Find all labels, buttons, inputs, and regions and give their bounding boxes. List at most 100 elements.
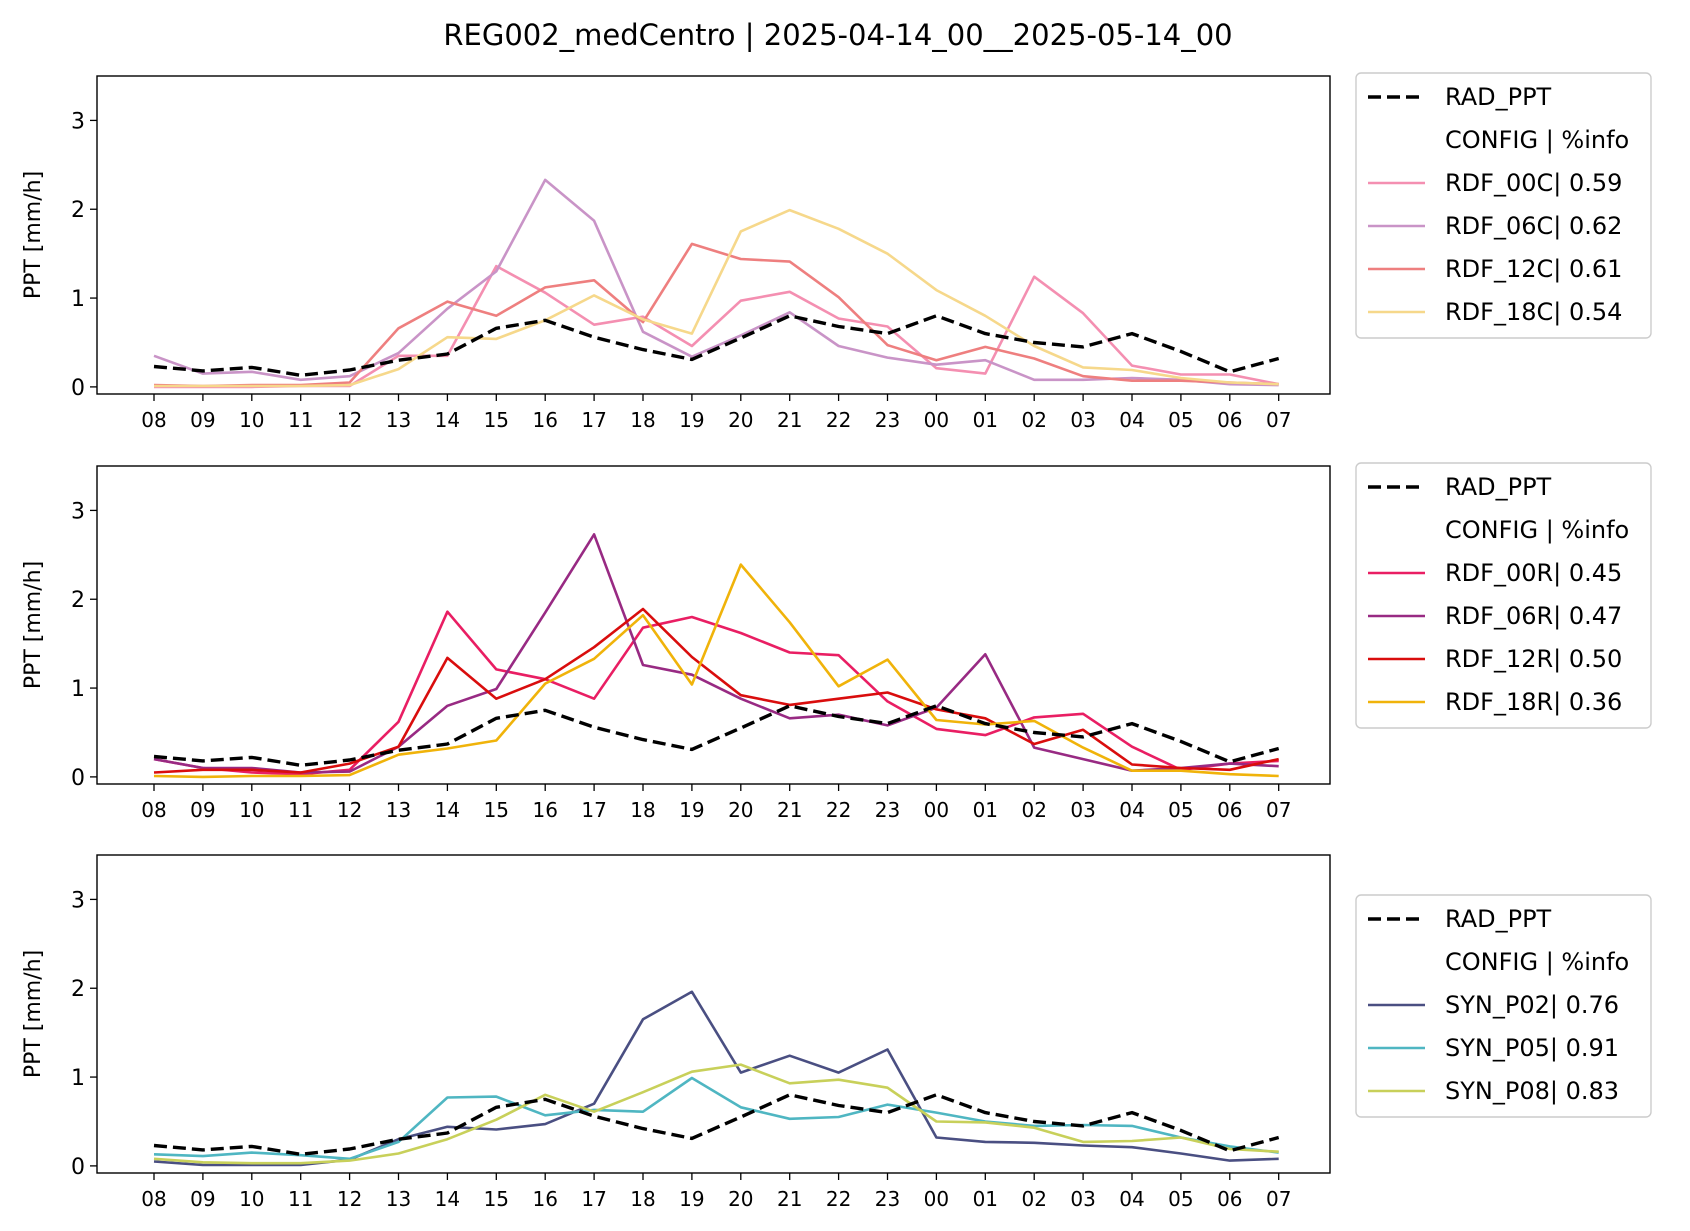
x-tick-label: 03 xyxy=(1070,798,1095,822)
legend-header: CONFIG | %info xyxy=(1445,948,1629,976)
x-tick-label: 16 xyxy=(532,1187,557,1211)
series-line-rad-ppt xyxy=(153,704,1280,767)
x-tick-label: 17 xyxy=(581,1187,606,1211)
x-tick-label: 01 xyxy=(973,408,998,432)
y-tick-label: 0 xyxy=(71,376,85,401)
plot-area-frame xyxy=(96,465,1331,785)
series-line-rdf-06r xyxy=(153,533,1279,774)
x-tick-label: 05 xyxy=(1168,798,1193,822)
y-tick-label: 3 xyxy=(71,109,85,134)
legend-label: RDF_12C| 0.61 xyxy=(1445,255,1622,283)
x-tick-label: 07 xyxy=(1266,798,1291,822)
x-tick-label: 19 xyxy=(679,1187,704,1211)
x-tick-label: 13 xyxy=(386,1187,411,1211)
figure-title: REG002_medCentro | 2025-04-14_00__2025-0… xyxy=(443,18,1232,52)
series-line-rad-ppt xyxy=(153,314,1280,377)
x-tick-label: 06 xyxy=(1217,1187,1242,1211)
x-tick-label: 14 xyxy=(435,1187,460,1211)
x-tick-label: 21 xyxy=(777,798,802,822)
series-line-rdf-18c xyxy=(154,208,1279,388)
x-tick-label: 08 xyxy=(141,408,166,432)
x-tick-label: 08 xyxy=(141,1187,166,1211)
x-tick-label: 21 xyxy=(777,1187,802,1211)
x-tick-label: 04 xyxy=(1119,798,1144,822)
x-tick-label: 20 xyxy=(728,408,753,432)
y-tick-label: 1 xyxy=(71,1066,85,1091)
x-tick-label: 04 xyxy=(1119,408,1144,432)
y-axis-label: PPT [mm/h] xyxy=(21,561,46,689)
y-tick-label: 2 xyxy=(71,977,85,1002)
x-tick-label: 10 xyxy=(239,408,264,432)
x-tick-label: 21 xyxy=(777,408,802,432)
x-tick-label: 12 xyxy=(337,798,362,822)
x-tick-label: 00 xyxy=(924,408,949,432)
x-tick-label: 15 xyxy=(484,1187,509,1211)
x-tick-label: 19 xyxy=(679,798,704,822)
x-tick-label: 11 xyxy=(288,408,313,432)
legend-label: RDF_18C| 0.54 xyxy=(1445,298,1622,326)
legend-label: RDF_12R| 0.50 xyxy=(1445,645,1622,673)
x-tick-label: 10 xyxy=(239,798,264,822)
legend-label: RAD_PPT xyxy=(1445,473,1552,501)
y-tick-label: 2 xyxy=(71,198,85,223)
x-tick-label: 20 xyxy=(728,1187,753,1211)
series-line-rad-ppt xyxy=(153,1093,1280,1157)
x-tick-label: 01 xyxy=(973,798,998,822)
x-tick-label: 07 xyxy=(1266,1187,1291,1211)
x-tick-label: 15 xyxy=(484,798,509,822)
legend-label: RDF_06R| 0.47 xyxy=(1445,602,1622,630)
x-tick-label: 23 xyxy=(875,1187,900,1211)
x-tick-label: 00 xyxy=(924,798,949,822)
x-tick-label: 22 xyxy=(826,1187,851,1211)
x-tick-label: 14 xyxy=(435,798,460,822)
y-tick-label: 0 xyxy=(71,1155,85,1180)
y-tick-label: 1 xyxy=(71,677,85,702)
y-axis-label: PPT [mm/h] xyxy=(21,950,46,1078)
x-tick-label: 04 xyxy=(1119,1187,1144,1211)
x-tick-label: 11 xyxy=(288,1187,313,1211)
legend-box xyxy=(1355,894,1652,1118)
y-tick-label: 3 xyxy=(71,499,85,524)
x-tick-label: 07 xyxy=(1266,408,1291,432)
plot-area-frame xyxy=(96,75,1331,395)
series-line-rdf-12c xyxy=(153,242,1279,388)
y-tick-label: 1 xyxy=(71,287,85,312)
x-tick-label: 02 xyxy=(1021,1187,1046,1211)
x-tick-label: 09 xyxy=(190,408,215,432)
x-tick-label: 09 xyxy=(190,1187,215,1211)
legend-box xyxy=(1355,72,1652,339)
x-tick-label: 03 xyxy=(1070,1187,1095,1211)
legend-label: SYN_P02| 0.76 xyxy=(1445,991,1619,1019)
x-tick-label: 02 xyxy=(1021,408,1046,432)
y-tick-label: 3 xyxy=(71,888,85,913)
x-tick-label: 18 xyxy=(630,408,655,432)
x-tick-label: 18 xyxy=(630,798,655,822)
plot-area-frame xyxy=(96,854,1331,1174)
x-tick-label: 09 xyxy=(190,798,215,822)
legend-box xyxy=(1355,462,1652,729)
series-line-rdf-12r xyxy=(153,607,1279,774)
legend-label: RDF_00C| 0.59 xyxy=(1445,169,1622,197)
x-tick-label: 23 xyxy=(875,798,900,822)
legend-label: RAD_PPT xyxy=(1445,83,1552,111)
series-line-rdf-06c xyxy=(153,178,1279,387)
x-tick-label: 20 xyxy=(728,798,753,822)
x-tick-label: 00 xyxy=(924,1187,949,1211)
x-tick-label: 22 xyxy=(826,798,851,822)
x-tick-label: 12 xyxy=(337,1187,362,1211)
x-tick-label: 10 xyxy=(239,1187,264,1211)
x-tick-label: 14 xyxy=(435,408,460,432)
x-tick-label: 02 xyxy=(1021,798,1046,822)
series-line-syn-p08 xyxy=(153,1063,1279,1165)
x-tick-label: 06 xyxy=(1217,798,1242,822)
x-tick-label: 22 xyxy=(826,408,851,432)
legend-label: RDF_06C| 0.62 xyxy=(1445,212,1622,240)
x-tick-label: 06 xyxy=(1217,408,1242,432)
y-tick-label: 0 xyxy=(71,766,85,791)
legend-header: CONFIG | %info xyxy=(1445,516,1629,544)
legend-label: RDF_00R| 0.45 xyxy=(1445,559,1622,587)
